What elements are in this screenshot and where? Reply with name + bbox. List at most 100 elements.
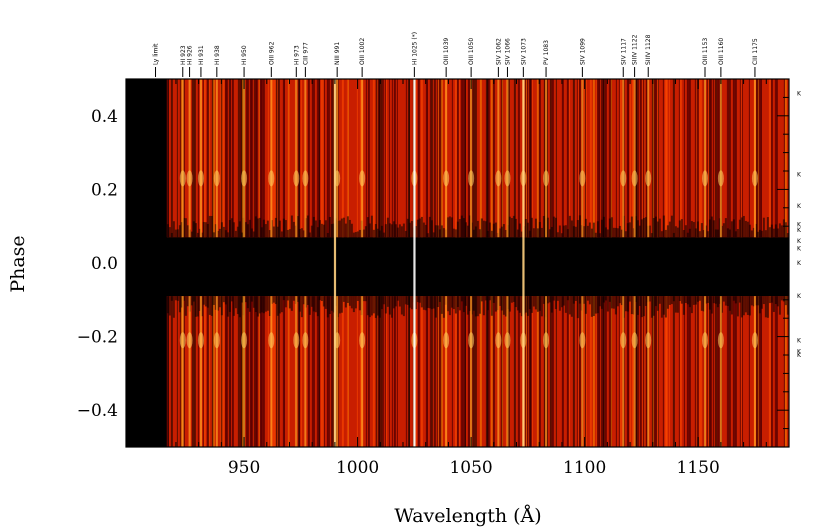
right-flag-label: K bbox=[797, 203, 802, 210]
heatmap-column-lower bbox=[245, 296, 247, 447]
heatmap-column-upper bbox=[757, 79, 759, 238]
band-edge-upper bbox=[190, 231, 193, 238]
heatmap-column-lower bbox=[561, 296, 564, 447]
heatmap-column-lower bbox=[726, 296, 728, 447]
x-tick-label: 1150 bbox=[677, 458, 720, 478]
band-edge-lower bbox=[538, 296, 541, 311]
band-edge-lower bbox=[302, 296, 305, 305]
band-edge-lower bbox=[210, 296, 213, 316]
band-edge-lower bbox=[190, 296, 193, 306]
heatmap-column-lower bbox=[222, 296, 225, 447]
heatmap-column-upper bbox=[238, 79, 240, 238]
band-edge-lower bbox=[218, 296, 221, 308]
right-flag-label: K bbox=[797, 245, 802, 252]
band-edge-lower bbox=[730, 296, 733, 315]
heatmap-column-upper bbox=[393, 79, 396, 238]
band-edge-lower bbox=[442, 296, 445, 318]
band-edge-upper bbox=[368, 223, 371, 238]
band-edge-lower bbox=[648, 296, 651, 302]
band-edge-lower bbox=[478, 296, 481, 314]
band-edge-upper bbox=[322, 224, 325, 238]
heatmap-column-lower bbox=[596, 296, 598, 447]
heatmap-column-lower bbox=[372, 296, 375, 447]
emission-streak-upper bbox=[188, 79, 191, 238]
band-edge-upper bbox=[436, 225, 439, 238]
heatmap-column-lower bbox=[492, 296, 494, 447]
heatmap-column-lower bbox=[192, 296, 194, 447]
heatmap-column-lower bbox=[524, 296, 526, 447]
emission-blob-lower bbox=[751, 332, 758, 349]
band-edge-lower bbox=[786, 296, 789, 315]
heatmap-column-lower bbox=[618, 296, 620, 447]
band-edge-upper bbox=[222, 226, 225, 238]
band-edge-upper bbox=[316, 227, 319, 238]
band-edge-lower bbox=[710, 296, 713, 314]
band-edge-upper bbox=[726, 228, 729, 238]
heatmap-column-upper bbox=[712, 79, 714, 238]
band-edge-lower bbox=[422, 296, 425, 310]
heatmap-column-upper bbox=[193, 79, 196, 238]
y-tick-label: −0.4 bbox=[77, 401, 118, 421]
band-edge-lower bbox=[584, 296, 587, 314]
band-edge-lower bbox=[490, 296, 493, 316]
band-edge-upper bbox=[376, 228, 379, 238]
band-edge-upper bbox=[524, 218, 527, 238]
band-edge-lower bbox=[784, 296, 787, 306]
heatmap-column-lower bbox=[637, 296, 639, 447]
band-edge-upper bbox=[558, 225, 561, 238]
heatmap-column-lower bbox=[525, 296, 527, 447]
band-edge-upper bbox=[690, 221, 693, 238]
heatmap-column-lower bbox=[238, 296, 240, 447]
heatmap-column-upper bbox=[458, 79, 460, 238]
band-edge-upper bbox=[324, 220, 327, 238]
heatmap-column-lower bbox=[665, 296, 668, 447]
band-edge-upper bbox=[734, 231, 737, 238]
heatmap-column-lower bbox=[717, 296, 720, 447]
band-edge-lower bbox=[712, 296, 715, 304]
line-id-label: OIII 1050 bbox=[468, 38, 475, 65]
band-edge-lower bbox=[476, 296, 479, 317]
band-edge-upper bbox=[630, 216, 633, 238]
band-edge-lower bbox=[366, 296, 369, 316]
band-edge-upper bbox=[698, 231, 701, 238]
emission-streak-upper bbox=[336, 79, 339, 238]
band-edge-lower bbox=[260, 296, 263, 313]
band-edge-lower bbox=[658, 296, 661, 304]
bright-streak bbox=[333, 79, 337, 447]
band-edge-upper bbox=[184, 218, 187, 238]
band-edge-upper bbox=[780, 225, 783, 238]
heatmap-column-upper bbox=[524, 79, 526, 238]
band-edge-upper bbox=[592, 222, 595, 238]
heatmap-column-lower bbox=[385, 296, 387, 447]
band-edge-lower bbox=[468, 296, 471, 312]
band-edge-lower bbox=[492, 296, 495, 303]
band-edge-lower bbox=[350, 296, 353, 309]
band-edge-lower bbox=[640, 296, 643, 318]
heatmap-column-upper bbox=[429, 79, 431, 238]
heatmap-column-upper bbox=[307, 79, 310, 238]
band-edge-upper bbox=[378, 230, 381, 238]
band-edge-lower bbox=[750, 296, 753, 306]
heatmap-column-lower bbox=[555, 296, 557, 447]
heatmap-column-upper bbox=[246, 79, 249, 238]
band-edge-lower bbox=[266, 296, 269, 311]
band-edge-lower bbox=[770, 296, 773, 303]
band-edge-upper bbox=[766, 217, 769, 238]
band-edge-lower bbox=[298, 296, 301, 312]
heatmap-column-lower bbox=[391, 296, 393, 447]
heatmap-column-lower bbox=[475, 296, 477, 447]
band-edge-lower bbox=[454, 296, 457, 314]
band-edge-lower bbox=[398, 296, 401, 307]
heatmap-column-upper bbox=[326, 79, 329, 238]
band-edge-upper bbox=[176, 229, 179, 238]
band-edge-lower bbox=[440, 296, 443, 314]
band-edge-lower bbox=[472, 296, 475, 311]
band-edge-upper bbox=[710, 216, 713, 238]
band-edge-lower bbox=[552, 296, 555, 301]
band-edge-lower bbox=[664, 296, 667, 318]
right-flag-label: K bbox=[797, 293, 802, 300]
heatmap-column-lower bbox=[420, 296, 423, 447]
emission-streak-upper bbox=[295, 79, 298, 238]
band-edge-lower bbox=[306, 296, 309, 305]
heatmap-column-upper bbox=[298, 79, 300, 238]
